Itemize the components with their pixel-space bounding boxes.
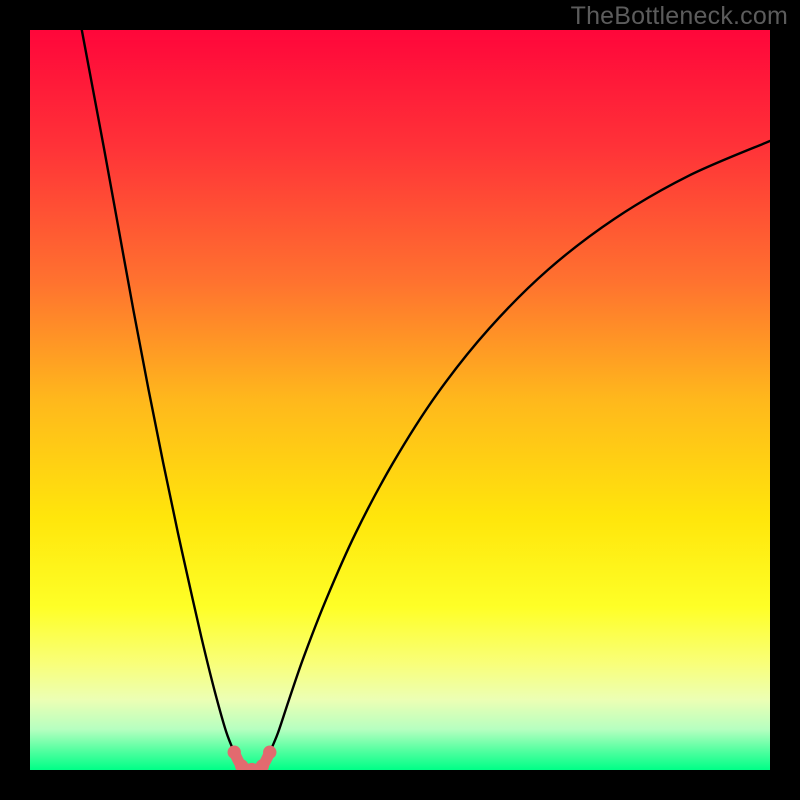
trough-dot-0: [228, 746, 241, 759]
bottleneck-chart: [0, 0, 800, 800]
trough-dot-3: [256, 759, 269, 772]
watermark-label: TheBottleneck.com: [571, 2, 788, 31]
trough-dot-4: [263, 746, 276, 759]
trough-dot-1: [235, 759, 248, 772]
gradient-background: [30, 30, 770, 770]
chart-frame: TheBottleneck.com: [0, 0, 800, 800]
